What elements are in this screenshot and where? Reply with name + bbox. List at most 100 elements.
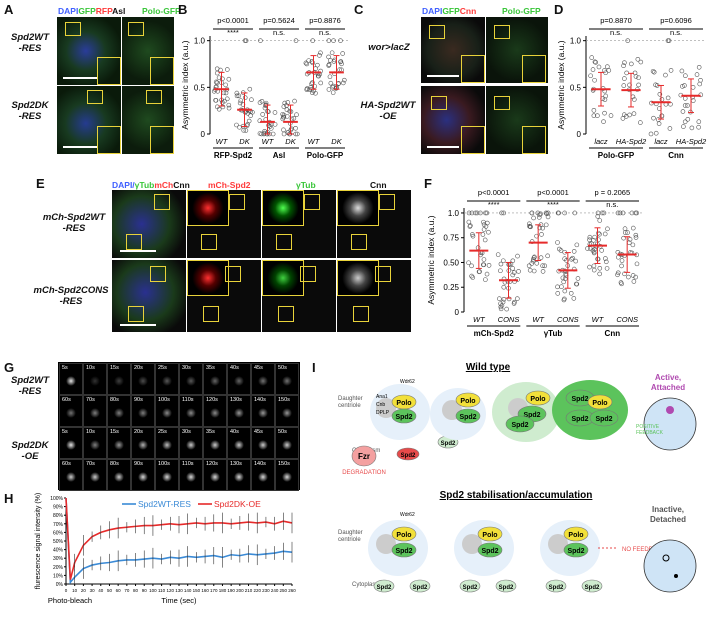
data-point	[621, 83, 627, 88]
data-point	[555, 291, 561, 296]
x-tick-label: WT	[216, 137, 229, 146]
inactive-cell	[643, 539, 697, 593]
y-tick-label: 90%	[53, 505, 64, 511]
centrosome	[662, 554, 670, 562]
group-label: Cnn	[605, 329, 621, 338]
data-point	[657, 91, 663, 97]
frap-frame: 40s	[227, 427, 251, 459]
inactive-label: Inactive,	[652, 505, 684, 514]
data-point	[665, 95, 671, 101]
data-point	[625, 230, 630, 235]
frame-time: 80s	[110, 397, 119, 403]
data-point	[585, 246, 590, 251]
data-point	[510, 272, 516, 278]
cnb-label: Cnb	[376, 402, 385, 408]
frap-frame: 15s	[107, 363, 131, 395]
data-point	[617, 210, 623, 216]
panel-g-frap-strip: 5s 10s 15s 20s 25s 30s 35s 40s 45s 50s 60s 70s 80s 90…	[58, 362, 300, 491]
title-part: Cnn	[459, 6, 477, 16]
spd2-free-label: Spd2	[549, 585, 564, 591]
active-cell	[643, 397, 697, 451]
spd2-label: Spd2	[481, 548, 498, 555]
panel-e-micrograph-merge-2	[112, 260, 186, 332]
data-point	[473, 210, 478, 216]
centrosome-signal	[66, 472, 76, 482]
data-point	[280, 111, 285, 117]
data-point	[667, 126, 673, 131]
data-point	[532, 254, 537, 260]
data-point	[569, 256, 574, 262]
x-tick-label: CONS	[557, 315, 579, 324]
series-line-0	[65, 497, 293, 585]
data-point	[592, 59, 598, 65]
data-point	[326, 62, 332, 67]
data-point	[621, 235, 626, 241]
data-point	[340, 51, 345, 56]
data-point	[482, 237, 488, 243]
data-point	[615, 270, 621, 276]
data-point	[599, 210, 605, 216]
sig-label: ****	[488, 200, 500, 209]
data-point	[540, 225, 545, 231]
panel-h-chart: 0% 10% 20% 30% 40% 50% 60% 70% 80% 90% 100% 0 10 20 30…	[35, 493, 296, 605]
panel-e-title: DAPI/γTubmChCnn	[112, 180, 190, 190]
data-point	[556, 210, 561, 216]
data-point	[495, 252, 501, 257]
panel-h-letter: H	[4, 491, 14, 506]
frame-time: 150s	[278, 461, 290, 467]
data-point	[685, 103, 690, 108]
centrosome-signal	[138, 440, 148, 450]
data-point	[543, 210, 549, 216]
data-point	[313, 66, 318, 71]
data-point	[536, 215, 542, 220]
data-point	[562, 210, 567, 216]
data-point	[262, 105, 268, 111]
data-point	[622, 76, 627, 81]
data-point	[542, 263, 548, 269]
data-point	[292, 98, 297, 104]
data-point	[466, 260, 471, 266]
data-point	[605, 226, 610, 232]
data-point	[294, 112, 299, 118]
data-point	[631, 279, 637, 284]
data-point	[293, 131, 299, 137]
data-point	[213, 97, 218, 103]
frap-frame: 120s	[203, 395, 227, 427]
frap-frame: 140s	[251, 395, 275, 427]
data-point	[620, 116, 626, 121]
data-point	[626, 274, 631, 280]
frap-frame: 120s	[203, 459, 227, 491]
x-tick-label: 120	[167, 588, 175, 593]
data-point	[214, 70, 220, 76]
data-point	[656, 117, 661, 122]
frap-frame: 50s	[275, 363, 299, 395]
centrosome-signal	[90, 408, 100, 418]
frap-frame: 130s	[227, 395, 251, 427]
sig-label: n.s.	[606, 200, 618, 209]
title-part: Cnn	[173, 180, 190, 190]
data-point	[272, 122, 278, 127]
y-axis-label: flurescence signal intensity (%)	[35, 493, 42, 590]
data-point	[338, 38, 343, 43]
frame-time: 110s	[182, 461, 194, 467]
data-point	[698, 77, 703, 83]
data-point	[481, 219, 486, 225]
data-point	[618, 280, 624, 285]
data-point	[568, 290, 574, 296]
y-tick-label: 60%	[53, 530, 64, 536]
x-axis-label: Time (sec)	[161, 596, 197, 605]
spd2-label: Spd2	[571, 396, 588, 403]
sig-label: ****	[547, 200, 559, 209]
data-point	[241, 128, 247, 133]
data-point	[627, 237, 633, 242]
frame-time: 10s	[86, 365, 95, 371]
x-tick-label: DK	[285, 137, 296, 146]
y-axis-label: Asymmetric index (a.u.)	[180, 40, 190, 129]
panel-e-row1-label: mCh-Spd2WT -RES	[42, 212, 106, 234]
data-point	[601, 119, 606, 124]
data-point	[590, 67, 596, 72]
data-point	[591, 267, 597, 273]
p-value: p=0.6096	[660, 16, 692, 25]
data-point	[243, 38, 249, 43]
data-point	[317, 53, 322, 58]
